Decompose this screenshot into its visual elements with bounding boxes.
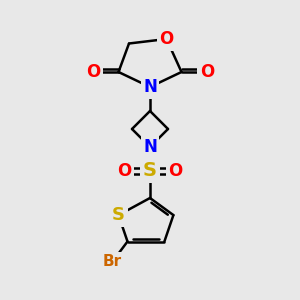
Text: O: O	[86, 63, 100, 81]
Text: O: O	[159, 30, 174, 48]
Text: O: O	[168, 162, 183, 180]
Text: N: N	[143, 138, 157, 156]
Text: O: O	[200, 63, 214, 81]
Text: S: S	[112, 206, 125, 224]
Text: S: S	[143, 161, 157, 181]
Text: N: N	[143, 78, 157, 96]
Text: Br: Br	[103, 254, 122, 269]
Text: O: O	[117, 162, 132, 180]
